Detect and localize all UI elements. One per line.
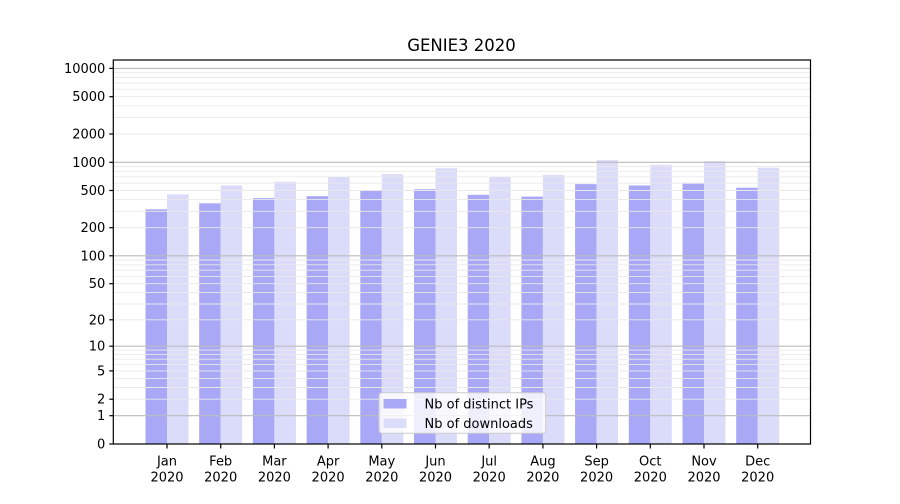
x-tick-label-year: 2020	[365, 471, 398, 486]
y-tick-label: 500	[80, 184, 105, 199]
legend-label: Nb of downloads	[425, 417, 534, 432]
x-tick-label-year: 2020	[580, 471, 613, 486]
x-tick-label-month: Nov	[691, 455, 717, 470]
x-tick-label-year: 2020	[419, 471, 452, 486]
y-tick-label: 10	[89, 340, 106, 355]
y-tick-label: 0	[97, 438, 105, 453]
x-tick-label-year: 2020	[741, 471, 774, 486]
x-tick-label-year: 2020	[473, 471, 506, 486]
x-tick-label-year: 2020	[204, 471, 237, 486]
y-tick-label: 1	[97, 409, 105, 424]
x-tick-label-year: 2020	[258, 471, 291, 486]
x-tick-label-month: Dec	[745, 455, 770, 470]
bar-mar-downloads	[274, 181, 296, 444]
bar-may-distinct-ips	[360, 190, 382, 444]
legend-swatch-distinct-ips	[383, 399, 407, 409]
x-tick-label-year: 2020	[634, 471, 667, 486]
y-tick-label: 5	[97, 364, 105, 379]
y-tick-label: 2000	[72, 128, 105, 143]
bar-aug-downloads	[542, 175, 565, 444]
x-tick-label-month: Oct	[639, 455, 661, 470]
bar-dec-downloads	[757, 167, 780, 444]
bar-feb-distinct-ips	[199, 203, 221, 444]
x-tick-label-year: 2020	[687, 471, 720, 486]
bar-jun-downloads	[435, 168, 457, 444]
bar-jun-distinct-ips	[414, 189, 436, 444]
y-tick-label: 10000	[64, 62, 105, 77]
x-tick-label-year: 2020	[526, 471, 559, 486]
y-tick-label: 100	[80, 249, 105, 264]
x-tick-label-month: Jan	[156, 455, 177, 470]
bar-nov-distinct-ips	[682, 183, 704, 444]
x-tick-label-month: Jun	[424, 455, 445, 470]
axes-layer: 012510205010020050010002000500010000Jan2…	[64, 59, 812, 486]
y-tick-label: 50	[89, 277, 106, 292]
bar-jan-downloads	[167, 194, 189, 444]
x-tick-label-year: 2020	[150, 471, 183, 486]
y-tick-label: 20	[89, 313, 106, 328]
y-tick-label: 5000	[72, 90, 105, 105]
x-tick-label-year: 2020	[312, 471, 345, 486]
bar-jan-distinct-ips	[145, 209, 167, 444]
y-tick-label: 200	[80, 221, 105, 236]
bar-may-downloads	[381, 174, 404, 444]
bar-apr-downloads	[328, 176, 350, 445]
bar-mar-distinct-ips	[252, 198, 275, 444]
legend-label: Nb of distinct IPs	[425, 398, 534, 413]
y-tick-label: 1000	[72, 156, 105, 171]
bar-oct-distinct-ips	[628, 185, 651, 444]
bar-feb-downloads	[220, 185, 243, 444]
bar-sep-downloads	[596, 160, 619, 444]
bar-jul-downloads	[489, 176, 511, 445]
gridlines-layer	[113, 67, 811, 417]
legend-swatch-downloads	[383, 418, 407, 429]
x-tick-label-month: Apr	[317, 455, 340, 470]
bar-aug-distinct-ips	[521, 196, 543, 444]
plot-border	[112, 59, 812, 445]
x-tick-label-month: Sep	[584, 455, 609, 470]
y-tick-label: 2	[97, 393, 105, 408]
chart-title: GENIE3 2020	[407, 36, 516, 55]
bar-nov-downloads	[704, 161, 726, 444]
x-tick-label-month: Jul	[480, 455, 497, 470]
bar-dec-distinct-ips	[736, 187, 758, 444]
x-tick-label-month: Feb	[209, 455, 232, 470]
legend: Nb of distinct IPs Nb of downloads	[378, 392, 547, 434]
x-tick-label-month: Aug	[530, 455, 555, 470]
legend-box	[378, 392, 547, 434]
bar-sep-distinct-ips	[575, 184, 597, 444]
x-tick-label-month: May	[368, 455, 395, 470]
x-tick-label-month: Mar	[262, 455, 287, 470]
